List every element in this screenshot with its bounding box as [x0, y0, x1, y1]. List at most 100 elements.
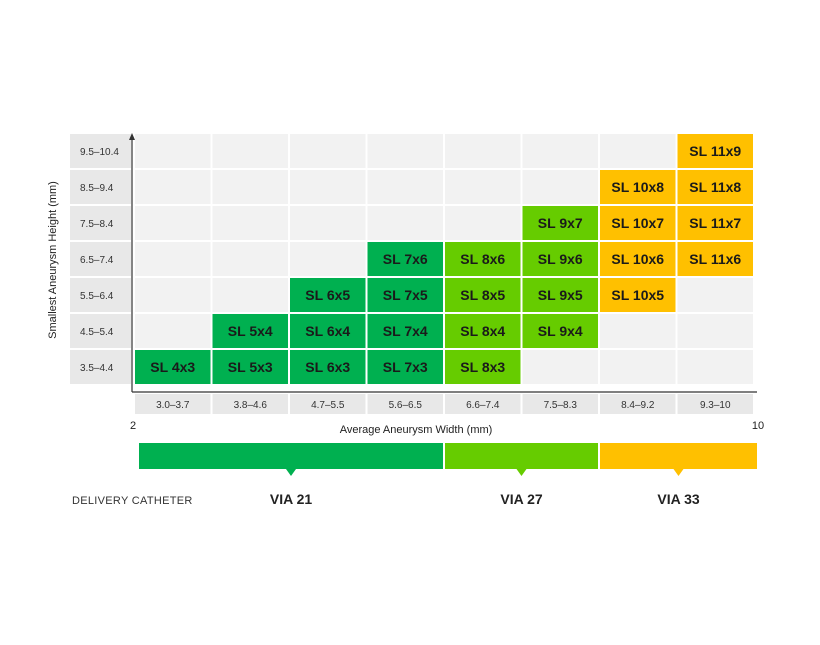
- catheter-pointer-icon: [673, 469, 684, 476]
- empty-cell: [290, 170, 366, 204]
- y-tick-cell: [70, 278, 131, 312]
- device-cell-label: SL 10x7: [611, 215, 664, 231]
- empty-cell: [677, 350, 753, 384]
- x-tick-labels: 3.0–3.7 3.8–4.6 4.7–5.5 5.6–6.5 6.6–7.4 7.5–8…: [135, 394, 753, 414]
- device-cell: [367, 242, 443, 276]
- device-cell: [600, 278, 676, 312]
- device-cell-label: SL 9x4: [538, 323, 583, 339]
- x-tick-label: 6.6–7.4: [466, 400, 500, 411]
- empty-cell: [135, 278, 211, 312]
- catheter-bars: VIA 21 VIA 27 VIA 33: [139, 443, 757, 507]
- empty-cell: [367, 170, 443, 204]
- device-cell: [367, 350, 443, 384]
- empty-cell: [677, 278, 753, 312]
- device-cell-label: SL 11x7: [689, 215, 741, 231]
- y-tick-label: 9.5–10.4: [80, 147, 119, 158]
- catheter-name-via27: VIA 27: [500, 491, 542, 507]
- device-cell-label: SL 7x4: [383, 323, 428, 339]
- y-tick-cell: [70, 206, 131, 240]
- catheter-bar-via33: [600, 443, 757, 469]
- y-tick-label: 8.5–9.4: [80, 183, 114, 194]
- device-cell-label: SL 6x4: [305, 323, 350, 339]
- device-cell-label: SL 6x3: [305, 359, 350, 375]
- device-cell: [290, 314, 366, 348]
- y-tick-labels: 9.5–10.4 8.5–9.4 7.5–8.4 6.5–7.4 5.5–6.4 4.5–…: [70, 134, 131, 384]
- x-tick-label: 3.0–3.7: [156, 400, 190, 411]
- empty-cell: [367, 206, 443, 240]
- x-tick-cell: [522, 394, 598, 414]
- device-cell: [677, 134, 753, 168]
- empty-cell: [135, 206, 211, 240]
- empty-cell: [135, 242, 211, 276]
- device-cell: [600, 242, 676, 276]
- catheter-bar-via21: [139, 443, 443, 469]
- catheter-name-via33: VIA 33: [657, 491, 699, 507]
- y-tick-label: 4.5–5.4: [80, 327, 114, 338]
- catheter-name-via21: VIA 21: [270, 491, 312, 507]
- catheter-pointer-icon: [516, 469, 527, 476]
- device-cell-label: SL 11x8: [689, 179, 741, 195]
- y-tick-label: 6.5–7.4: [80, 255, 114, 266]
- empty-cell: [212, 206, 288, 240]
- x-axis-min-label: 2: [130, 420, 136, 432]
- x-tick-label: 5.6–6.5: [389, 400, 423, 411]
- empty-cell: [600, 134, 676, 168]
- x-axis-title: Average Aneurysm Width (mm): [340, 424, 493, 436]
- empty-cell: [290, 242, 366, 276]
- catheter-bar-via27: [445, 443, 598, 469]
- x-tick-label: 4.7–5.5: [311, 400, 345, 411]
- y-tick-label: 7.5–8.4: [80, 219, 114, 230]
- device-cell-label: SL 8x5: [460, 287, 505, 303]
- device-cell: [290, 350, 366, 384]
- device-cell: [522, 242, 598, 276]
- device-cell: [600, 206, 676, 240]
- y-tick-label: 5.5–6.4: [80, 291, 114, 302]
- device-cell: [212, 314, 288, 348]
- y-tick-cell: [70, 350, 131, 384]
- x-tick-cell: [600, 394, 676, 414]
- x-axis-max-label: 10: [752, 420, 764, 432]
- device-cell: [522, 206, 598, 240]
- empty-cell: [135, 314, 211, 348]
- device-cell-label: SL 8x3: [460, 359, 505, 375]
- device-cell-label: SL 10x5: [611, 287, 664, 303]
- device-cell-label: SL 8x4: [460, 323, 505, 339]
- device-cell-label: SL 7x6: [383, 251, 428, 267]
- device-cell: [677, 170, 753, 204]
- empty-cell: [135, 170, 211, 204]
- device-cell: [677, 242, 753, 276]
- x-tick-cell: [445, 394, 521, 414]
- device-cell-label: SL 5x3: [228, 359, 273, 375]
- device-cell: [522, 314, 598, 348]
- empty-cell: [600, 350, 676, 384]
- device-cell-label: SL 10x6: [611, 251, 664, 267]
- empty-cell: [135, 134, 211, 168]
- x-tick-cell: [367, 394, 443, 414]
- device-cell: [212, 350, 288, 384]
- y-tick-cell: [70, 170, 131, 204]
- x-tick-label: 9.3–10: [700, 400, 731, 411]
- empty-cell: [522, 170, 598, 204]
- device-cell-label: SL 4x3: [150, 359, 195, 375]
- empty-cell: [212, 134, 288, 168]
- device-cell-label: SL 9x5: [538, 287, 583, 303]
- y-axis-title: Smallest Aneurysm Height (mm): [47, 181, 59, 339]
- device-cell: [445, 314, 521, 348]
- device-cell-label: SL 7x3: [383, 359, 428, 375]
- x-tick-label: 8.4–9.2: [621, 400, 655, 411]
- empty-cell: [522, 350, 598, 384]
- x-tick-cell: [290, 394, 366, 414]
- device-cell-label: SL 9x6: [538, 251, 583, 267]
- device-cell: [367, 278, 443, 312]
- catheter-row-label: DELIVERY CATHETER: [72, 495, 193, 507]
- device-cell-label: SL 9x7: [538, 215, 583, 231]
- x-tick-label: 3.8–4.6: [234, 400, 268, 411]
- chart-grid: SL 4x3 SL 5x4 SL 5x3 SL 6x5 SL 6x4 SL 6x3 SL 7…: [135, 134, 753, 384]
- device-cell: [135, 350, 211, 384]
- empty-cell: [600, 314, 676, 348]
- empty-cell: [522, 134, 598, 168]
- y-tick-cell: [70, 242, 131, 276]
- device-cell: [445, 278, 521, 312]
- device-cell: [367, 314, 443, 348]
